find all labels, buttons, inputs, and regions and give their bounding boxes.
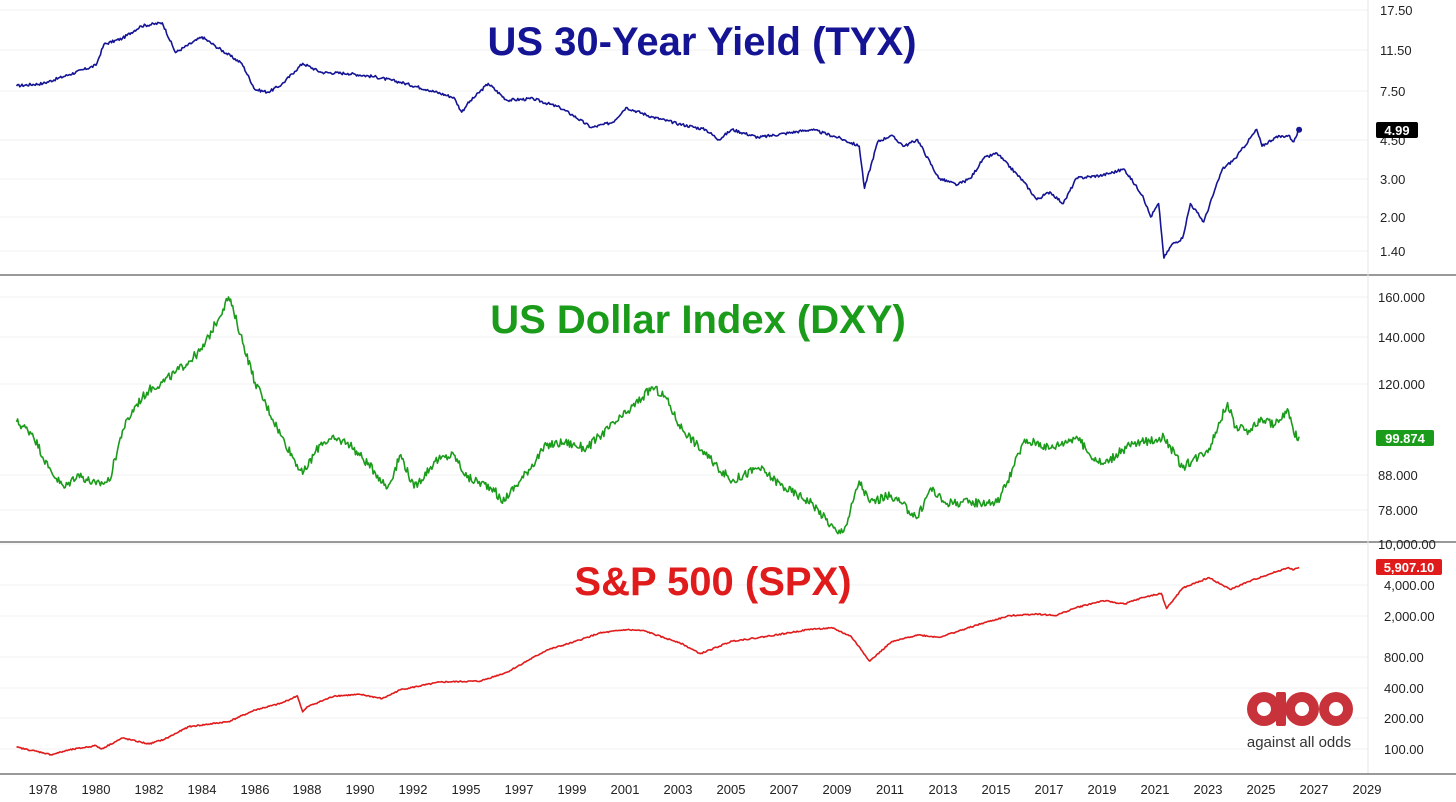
tyx-y-tick: 3.00	[1380, 172, 1405, 187]
tyx-y-tick: 7.50	[1380, 84, 1405, 99]
tyx-y-tick: 1.40	[1380, 244, 1405, 259]
dxy-y-tick: 78.000	[1378, 503, 1418, 518]
dxy-y-axis: 160.000 140.000 120.000 88.000 78.000	[1378, 290, 1425, 518]
x-tick: 2001	[611, 782, 640, 797]
dxy-y-tick: 88.000	[1378, 468, 1418, 483]
dxy-y-tick: 140.000	[1378, 330, 1425, 345]
panel-spx: S&P 500 (SPX) 10,000.00 4,000.00 2,000.0…	[0, 537, 1442, 757]
logo-circle-3-hole	[1329, 702, 1343, 716]
spx-title: S&P 500 (SPX)	[574, 560, 851, 604]
x-tick: 2009	[823, 782, 852, 797]
x-tick: 2027	[1300, 782, 1329, 797]
x-tick: 2019	[1088, 782, 1117, 797]
logo-text: against all odds	[1247, 734, 1351, 751]
spx-series-line	[16, 566, 1300, 756]
x-tick: 2015	[982, 782, 1011, 797]
dxy-title: US Dollar Index (DXY)	[490, 298, 906, 342]
x-tick: 1997	[505, 782, 534, 797]
dxy-y-tick: 120.000	[1378, 377, 1425, 392]
spx-y-axis: 10,000.00 4,000.00 2,000.00 800.00 400.0…	[1378, 537, 1436, 757]
dxy-last-value-bg	[1376, 430, 1434, 446]
x-tick: 2021	[1141, 782, 1170, 797]
x-tick: 1984	[188, 782, 217, 797]
dxy-last-value-text: 99.874	[1385, 431, 1426, 446]
logo-circle-1-hole	[1257, 702, 1271, 716]
spx-last-value-label: 5,907.10	[1376, 559, 1442, 575]
tyx-y-tick: 17.50	[1380, 3, 1413, 18]
spx-y-tick: 400.00	[1384, 681, 1424, 696]
x-tick: 2011	[876, 782, 904, 797]
spx-grid	[0, 543, 1368, 750]
tyx-last-value-text: 4.99	[1384, 123, 1409, 138]
spx-y-tick: 100.00	[1384, 742, 1424, 757]
x-tick: 1999	[558, 782, 587, 797]
spx-y-tick: 200.00	[1384, 711, 1424, 726]
x-tick: 1995	[452, 782, 481, 797]
x-tick: 2003	[664, 782, 693, 797]
spx-y-tick: 800.00	[1384, 650, 1424, 665]
x-tick: 2007	[770, 782, 799, 797]
spx-y-tick: 4,000.00	[1384, 578, 1435, 593]
tyx-y-tick: 11.50	[1380, 43, 1412, 58]
tyx-last-value-label: 4.99	[1376, 122, 1418, 138]
x-axis: 1978 1980 1982 1984 1986 1988 1990 1992 …	[29, 782, 1382, 797]
dxy-last-value-label: 99.874	[1376, 430, 1434, 446]
tyx-grid	[0, 9, 1368, 252]
x-tick: 1992	[399, 782, 428, 797]
dxy-y-tick: 160.000	[1378, 290, 1425, 305]
logo-circle-2-hole	[1295, 702, 1309, 716]
spx-series	[16, 566, 1300, 756]
tyx-last-point	[1296, 126, 1303, 133]
x-tick: 1986	[241, 782, 270, 797]
tyx-series-line	[15, 21, 1300, 259]
x-tick: 2023	[1194, 782, 1223, 797]
x-tick: 2005	[717, 782, 746, 797]
tyx-series	[15, 21, 1303, 259]
panel-dxy: US Dollar Index (DXY) 160.000 140.000 12…	[0, 290, 1434, 535]
x-tick: 1988	[293, 782, 322, 797]
x-tick: 2029	[1353, 782, 1382, 797]
x-tick: 1990	[346, 782, 375, 797]
dxy-series	[15, 296, 1300, 535]
spx-last-value-text: 5,907.10	[1384, 560, 1435, 575]
against-all-odds-logo: against all odds	[1247, 692, 1353, 751]
spx-y-tick: 2,000.00	[1384, 609, 1435, 624]
tyx-title: US 30-Year Yield (TYX)	[487, 20, 916, 64]
x-tick: 1978	[29, 782, 58, 797]
dxy-series-line	[15, 296, 1300, 535]
tyx-y-tick: 2.00	[1380, 210, 1405, 225]
tyx-last-value-bg	[1376, 122, 1418, 138]
logo-mark	[1247, 692, 1353, 726]
spx-last-value-bg	[1376, 559, 1442, 575]
x-tick: 2017	[1035, 782, 1064, 797]
logo-stem-1	[1276, 692, 1286, 726]
panel-tyx: US 30-Year Yield (TYX) 17.50 11.50 7.50 …	[0, 3, 1418, 259]
x-tick: 1980	[82, 782, 111, 797]
x-tick: 2013	[929, 782, 958, 797]
x-tick: 2025	[1247, 782, 1276, 797]
spx-y-tick: 10,000.00	[1378, 537, 1436, 552]
x-tick: 1982	[135, 782, 164, 797]
